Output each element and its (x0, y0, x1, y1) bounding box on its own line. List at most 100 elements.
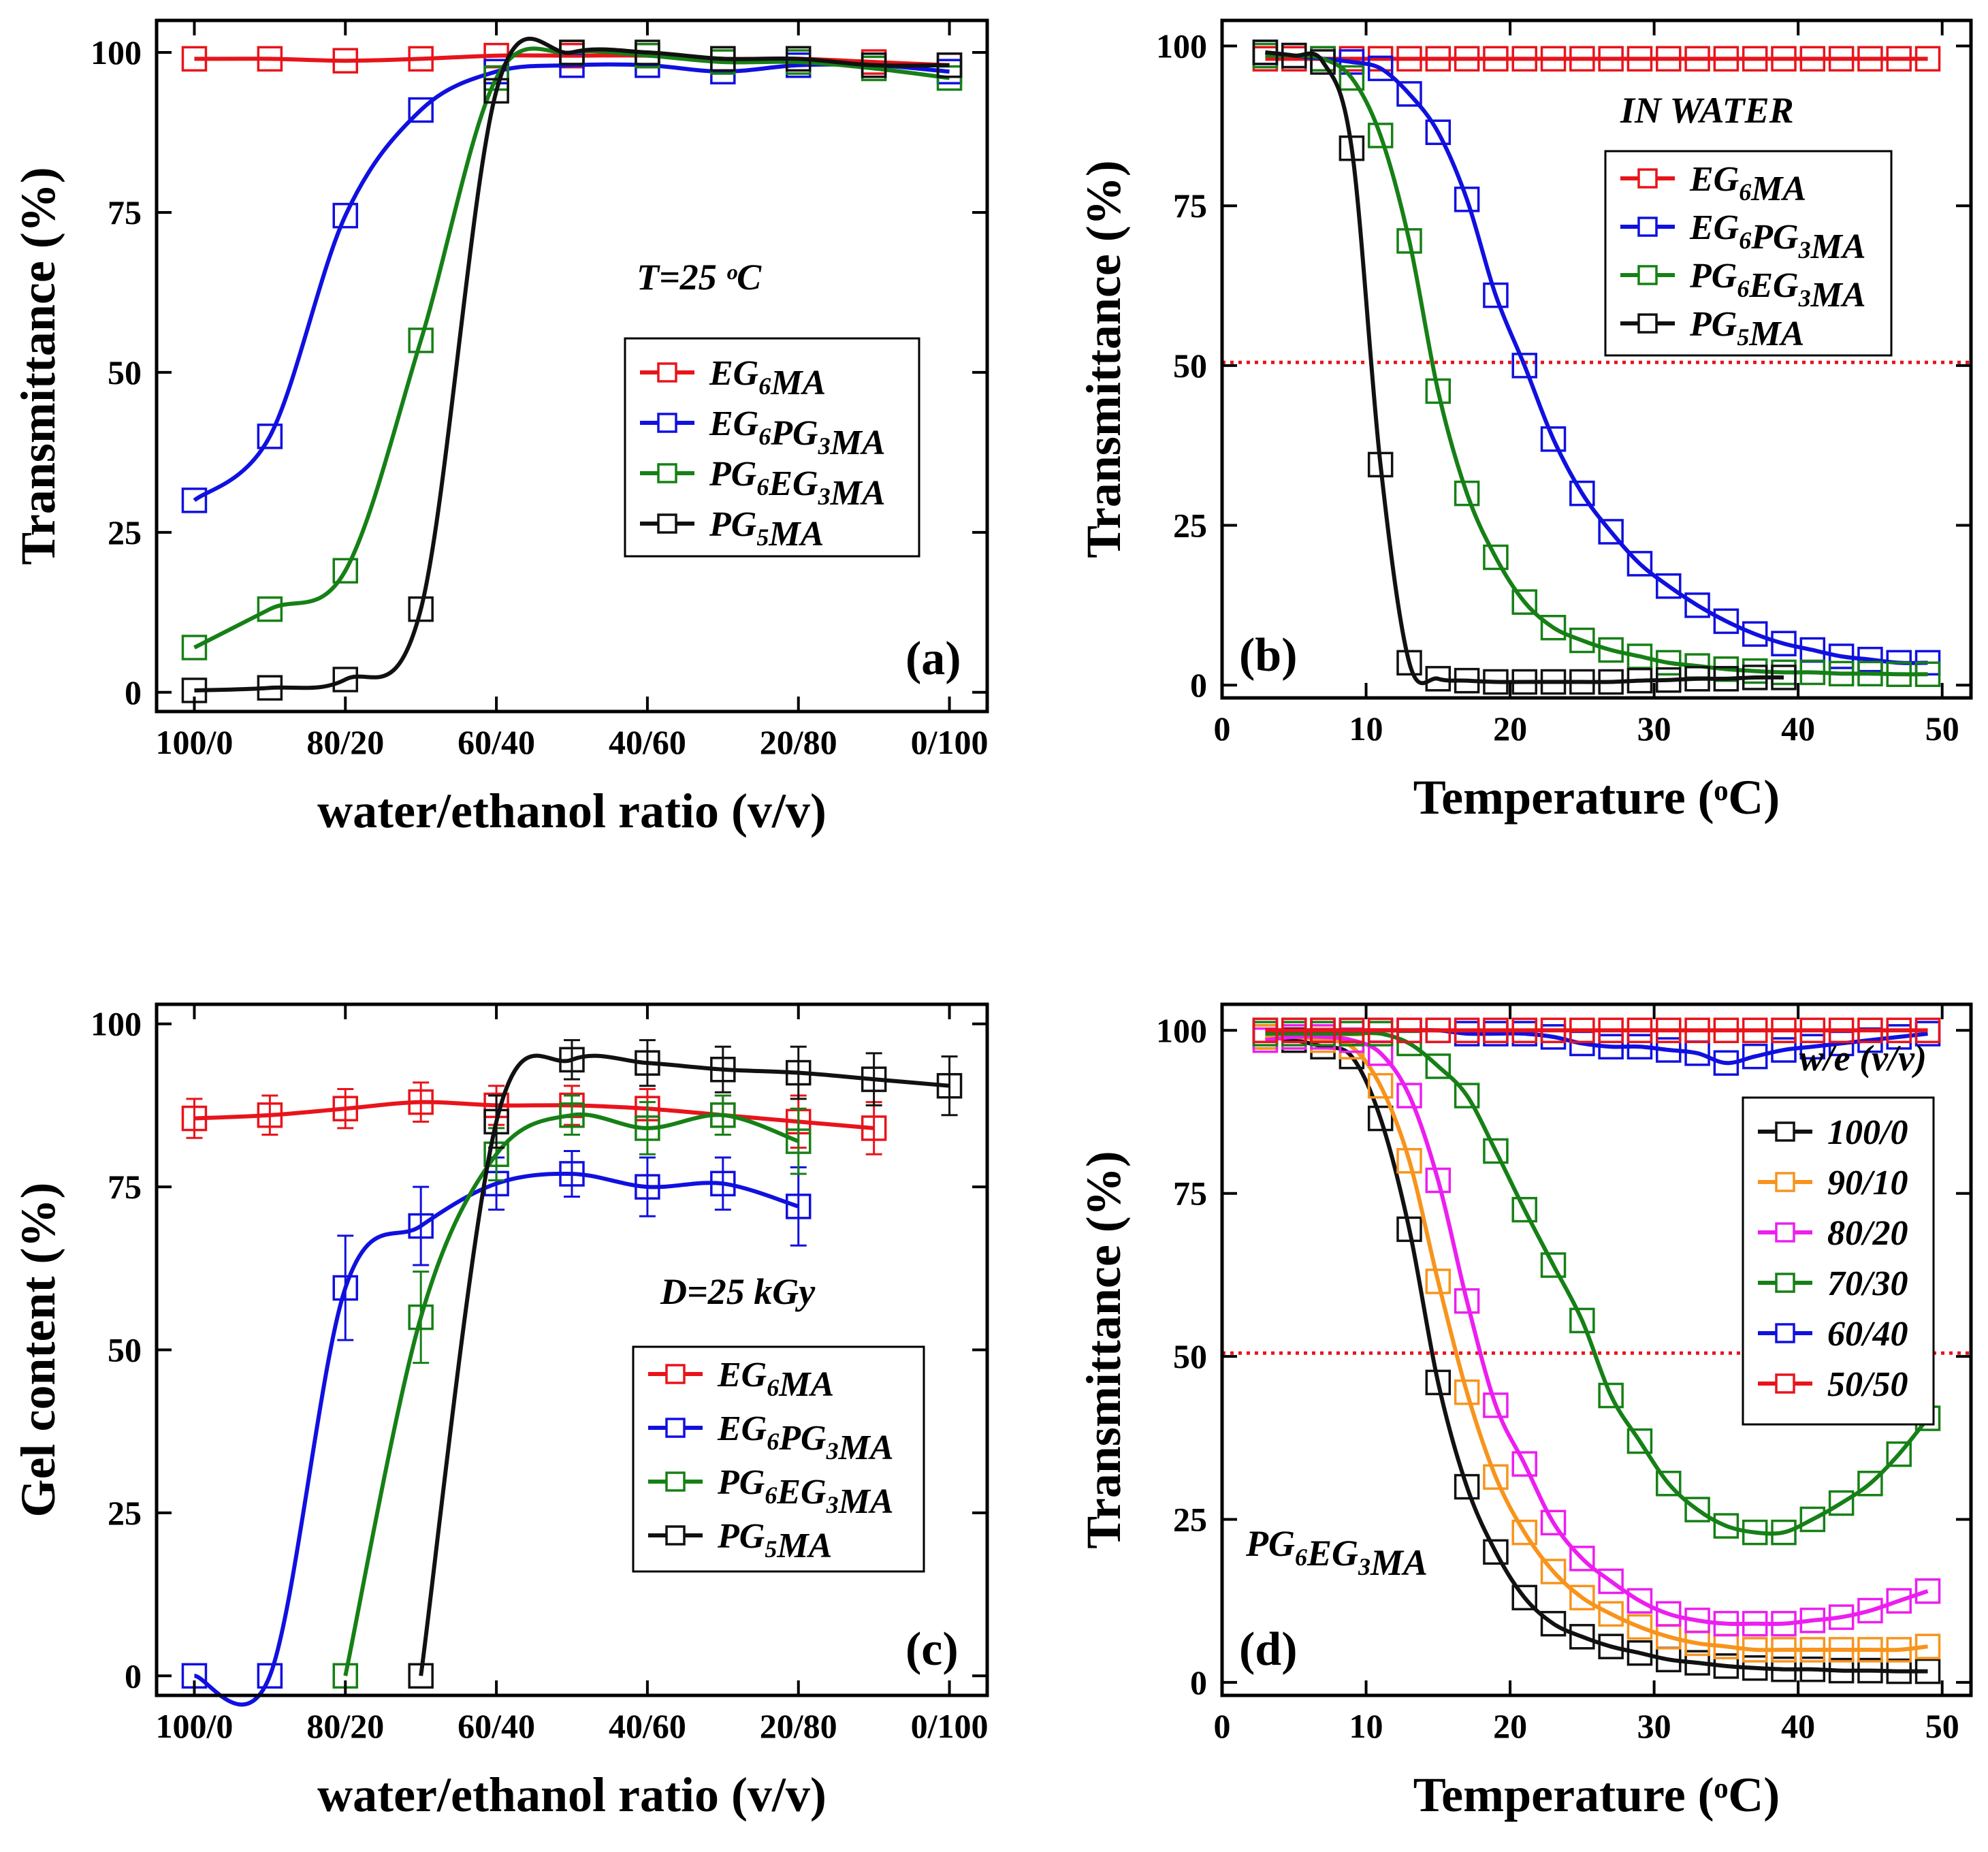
data-point (1252, 1017, 1279, 1044)
legend-swatch-marker (657, 413, 677, 433)
data-point (1396, 650, 1422, 676)
series-EG6MA (1252, 46, 1941, 72)
x-tick-label: 80/20 (306, 1707, 384, 1745)
data-point (1914, 1658, 1941, 1685)
x-tick-label: 30 (1637, 1707, 1671, 1745)
y-tick-label: 25 (1173, 1500, 1207, 1538)
data-point (408, 1304, 434, 1330)
legend-entry-EG6MA: EG6MA (640, 354, 826, 402)
legend-swatch-marker (1637, 313, 1658, 334)
data-point (861, 1115, 887, 1141)
data-point (1425, 1167, 1452, 1194)
error-bar (714, 1094, 731, 1136)
data-point (1425, 1053, 1452, 1079)
data-point (1454, 1083, 1480, 1108)
legend-label: EG6MA (1689, 160, 1806, 208)
data-point (1742, 621, 1768, 647)
y-tick-label: 100 (1156, 27, 1207, 65)
error-bar (564, 1094, 580, 1136)
data-point (1310, 49, 1336, 75)
legend-entry-90/10: 90/10 (1758, 1164, 1908, 1202)
data-point (1540, 669, 1567, 695)
y-tick-label: 50 (108, 353, 142, 392)
data-point (181, 635, 208, 660)
data-point (1828, 660, 1855, 687)
data-point (1396, 81, 1422, 107)
data-point (1511, 669, 1537, 695)
error-bar (639, 1039, 656, 1087)
data-point (1828, 1637, 1855, 1663)
series-PG5MA (408, 1039, 963, 1689)
data-point (1425, 1017, 1452, 1044)
data-point (1598, 1568, 1624, 1595)
data-point (1656, 1037, 1682, 1063)
data-point (408, 328, 434, 353)
x-tick-label: 20/80 (760, 723, 837, 761)
legend-entry-PG5MA: PG5MA (648, 1517, 832, 1565)
series-line-100/0 (1265, 1034, 1928, 1674)
y-tick-label: 25 (1173, 507, 1207, 545)
error-bar (413, 1185, 430, 1266)
data-point (483, 1108, 509, 1135)
data-point (332, 48, 359, 74)
legend-swatch-marker (665, 1525, 686, 1546)
data-point (1454, 1379, 1480, 1405)
series-line-EG6PG3MA (193, 1171, 799, 1707)
data-point (1742, 1017, 1768, 1044)
y-tick-label: 100 (91, 1005, 142, 1043)
data-point (1425, 1369, 1452, 1396)
data-point (785, 1194, 812, 1219)
data-point (785, 1059, 812, 1086)
y-axis-title: Transmittance (%) (11, 167, 65, 565)
y-axis-title: Transmittance (%) (1076, 1151, 1131, 1549)
data-point (1626, 1588, 1653, 1614)
error-bar (337, 1087, 354, 1130)
error-bar (413, 1081, 430, 1123)
data-point (710, 46, 736, 72)
data-point (1857, 1657, 1883, 1684)
data-point (332, 1275, 359, 1301)
legend-label: 100/0 (1827, 1113, 1908, 1152)
data-point (1886, 661, 1912, 688)
data-point (559, 39, 585, 65)
data-point (1857, 660, 1883, 687)
data-point (1569, 1307, 1595, 1334)
data-point (1857, 1471, 1883, 1497)
data-point (1684, 1497, 1710, 1522)
data-point (635, 1115, 660, 1141)
data-point (1886, 1658, 1912, 1685)
x-tick-label: 30 (1637, 709, 1671, 748)
y-tick-label: 25 (108, 1494, 142, 1532)
panel-label: (c) (905, 1623, 959, 1676)
data-point (1425, 378, 1452, 404)
data-point (1742, 1637, 1768, 1663)
legend-label: 90/10 (1827, 1164, 1908, 1202)
data-point (1828, 643, 1855, 669)
data-point (1367, 1072, 1394, 1099)
data-point (1540, 1252, 1567, 1278)
y-tick-label: 25 (108, 513, 142, 552)
legend-label: PG6EG3MA (1689, 257, 1866, 315)
data-point (1483, 282, 1509, 308)
data-point (1569, 46, 1595, 72)
legend-entry-EG6MA: EG6MA (1620, 160, 1806, 208)
y-tick-label: 0 (125, 673, 142, 712)
data-point (1598, 1382, 1624, 1409)
legend-label: 70/30 (1827, 1264, 1908, 1303)
legend-label: EG6PG3MA (1689, 208, 1866, 266)
data-point (1828, 1657, 1855, 1684)
legend-swatch-marker (1775, 1323, 1795, 1343)
legend-box (1742, 1096, 1935, 1426)
data-point (1742, 1610, 1768, 1637)
data-point (1425, 666, 1452, 692)
panel-label: (b) (1239, 629, 1298, 682)
data-point (1454, 1473, 1480, 1500)
legend-title: w/e (v/v) (1799, 1038, 1927, 1079)
x-tick-label: 50 (1925, 1707, 1959, 1745)
data-point (483, 78, 509, 104)
legend-label: PG5MA (709, 505, 824, 554)
data-point (1684, 1608, 1710, 1633)
data-point (1771, 1519, 1797, 1546)
data-point (257, 46, 283, 72)
